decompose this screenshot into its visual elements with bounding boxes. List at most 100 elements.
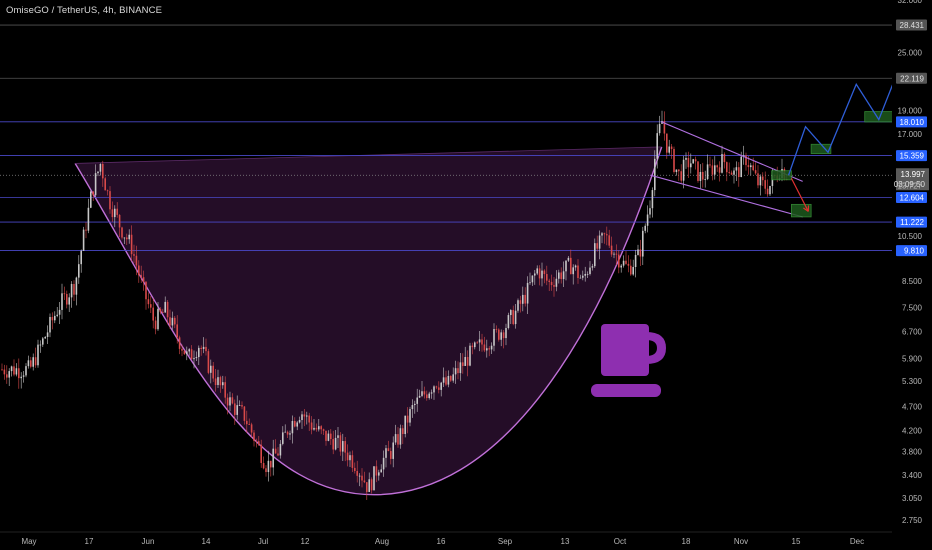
candle-body: [582, 275, 584, 278]
y-tick-label: 7.500: [902, 303, 923, 312]
candle-body: [13, 366, 15, 375]
candle-body: [411, 405, 414, 410]
candle-body: [750, 165, 752, 168]
candle-body: [553, 285, 555, 287]
candle-body: [565, 260, 567, 272]
candle-body: [478, 339, 481, 343]
x-tick-label: 12: [301, 537, 310, 546]
candle-body: [762, 176, 764, 181]
candle-body: [687, 157, 690, 168]
candle-body: [150, 304, 152, 308]
candle-body: [414, 403, 416, 406]
candle-body: [670, 146, 673, 149]
candle-body: [246, 420, 248, 425]
candle-body: [296, 422, 298, 427]
candle-body: [486, 348, 488, 351]
candle-body: [238, 405, 241, 406]
candle-body: [27, 360, 30, 367]
candle-body: [639, 249, 642, 257]
candle-body: [764, 180, 766, 189]
candle-body: [495, 329, 498, 330]
candle-body: [186, 351, 188, 355]
candle-body: [562, 271, 565, 280]
candle-body: [591, 266, 594, 268]
candle-body: [428, 393, 430, 399]
candle-body: [176, 324, 178, 338]
candle-body: [210, 365, 212, 373]
candle-body: [85, 229, 87, 231]
candle-body: [642, 230, 644, 257]
level-price-tag-bg: [896, 150, 927, 162]
candle-body: [270, 460, 272, 468]
candle-body: [315, 427, 318, 430]
x-tick-label: Dec: [850, 537, 864, 546]
candle-body: [253, 432, 255, 441]
candle-body: [349, 455, 351, 461]
x-tick-label: Jun: [142, 537, 155, 546]
candle-body: [214, 378, 217, 385]
candle-body: [445, 377, 447, 385]
candle-body: [75, 277, 78, 295]
candle-body: [466, 357, 469, 366]
candle-body: [716, 165, 718, 168]
candle-body: [471, 345, 474, 348]
candle-body: [454, 368, 457, 375]
x-tick-label: Nov: [734, 537, 748, 546]
candle-body: [493, 329, 495, 346]
candle-body: [248, 424, 250, 425]
candle-body: [406, 415, 409, 423]
candle-body: [678, 169, 680, 172]
candle-body: [440, 382, 442, 390]
candle-body: [104, 178, 106, 191]
candle-body: [30, 360, 32, 367]
x-tick-label: 18: [682, 537, 691, 546]
candle-body: [303, 414, 306, 417]
candle-body: [241, 405, 243, 407]
candle-body: [183, 350, 186, 355]
level-price-tag: 12.604: [900, 193, 925, 202]
candle-body: [87, 207, 90, 231]
candle-body: [178, 337, 181, 349]
candle-body: [284, 431, 286, 433]
candle-body: [34, 357, 37, 366]
candle-body: [25, 366, 27, 376]
candle-body: [123, 237, 126, 239]
candle-body: [656, 133, 658, 159]
candle-body: [752, 165, 754, 171]
candle-body: [771, 175, 774, 186]
candle-body: [229, 397, 231, 406]
candle-body: [680, 171, 682, 181]
cup-pattern-curve: [74, 146, 663, 496]
candle-body: [675, 169, 678, 173]
candle-body: [649, 208, 651, 215]
candle-body: [514, 310, 517, 325]
candle-body: [579, 277, 582, 279]
candle-body: [500, 332, 502, 340]
candle-body: [634, 254, 637, 268]
candle-body: [140, 275, 142, 278]
candle-body: [711, 165, 714, 175]
candle-body: [222, 382, 224, 386]
candle-body: [603, 233, 606, 235]
candle-body: [164, 301, 166, 313]
candle-body: [402, 428, 404, 435]
candle-body: [529, 282, 531, 284]
candle-body: [286, 431, 289, 435]
candle-body: [608, 235, 610, 246]
y-tick-label: 8.500: [902, 277, 923, 286]
candle-body: [728, 172, 730, 174]
candle-body: [102, 163, 104, 179]
candle-body: [370, 479, 373, 491]
candle-body: [385, 448, 387, 458]
candle-body: [80, 250, 82, 265]
level-price-tag: 18.010: [900, 118, 925, 127]
candle-body: [572, 267, 574, 275]
candle-body: [430, 392, 433, 394]
y-tick-label: 4.200: [902, 426, 923, 435]
candle-body: [483, 344, 486, 351]
candle-body: [260, 444, 262, 464]
candle-body: [327, 433, 330, 441]
candle-body: [666, 133, 668, 153]
candle-body: [538, 268, 541, 279]
